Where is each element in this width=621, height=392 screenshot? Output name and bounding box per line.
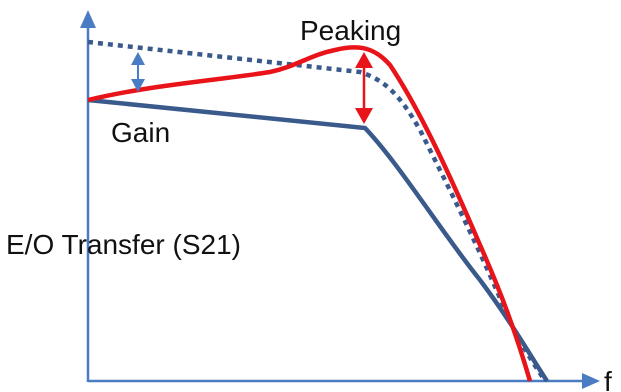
x-axis-arrowhead [582,373,600,389]
peaking-arrow [355,52,373,124]
y-axis-title: E/O Transfer (S21) [6,229,241,260]
peaking-label: Peaking [300,15,401,46]
x-axis-title: f [604,366,612,392]
axes [80,10,600,389]
gain-label: Gain [111,117,170,148]
baseline-response-curve [87,97,549,383]
gain-arrow [131,52,145,92]
y-axis-arrowhead [80,10,96,28]
peaked-response-curve [87,45,533,382]
dotted-response-curve [87,39,547,383]
